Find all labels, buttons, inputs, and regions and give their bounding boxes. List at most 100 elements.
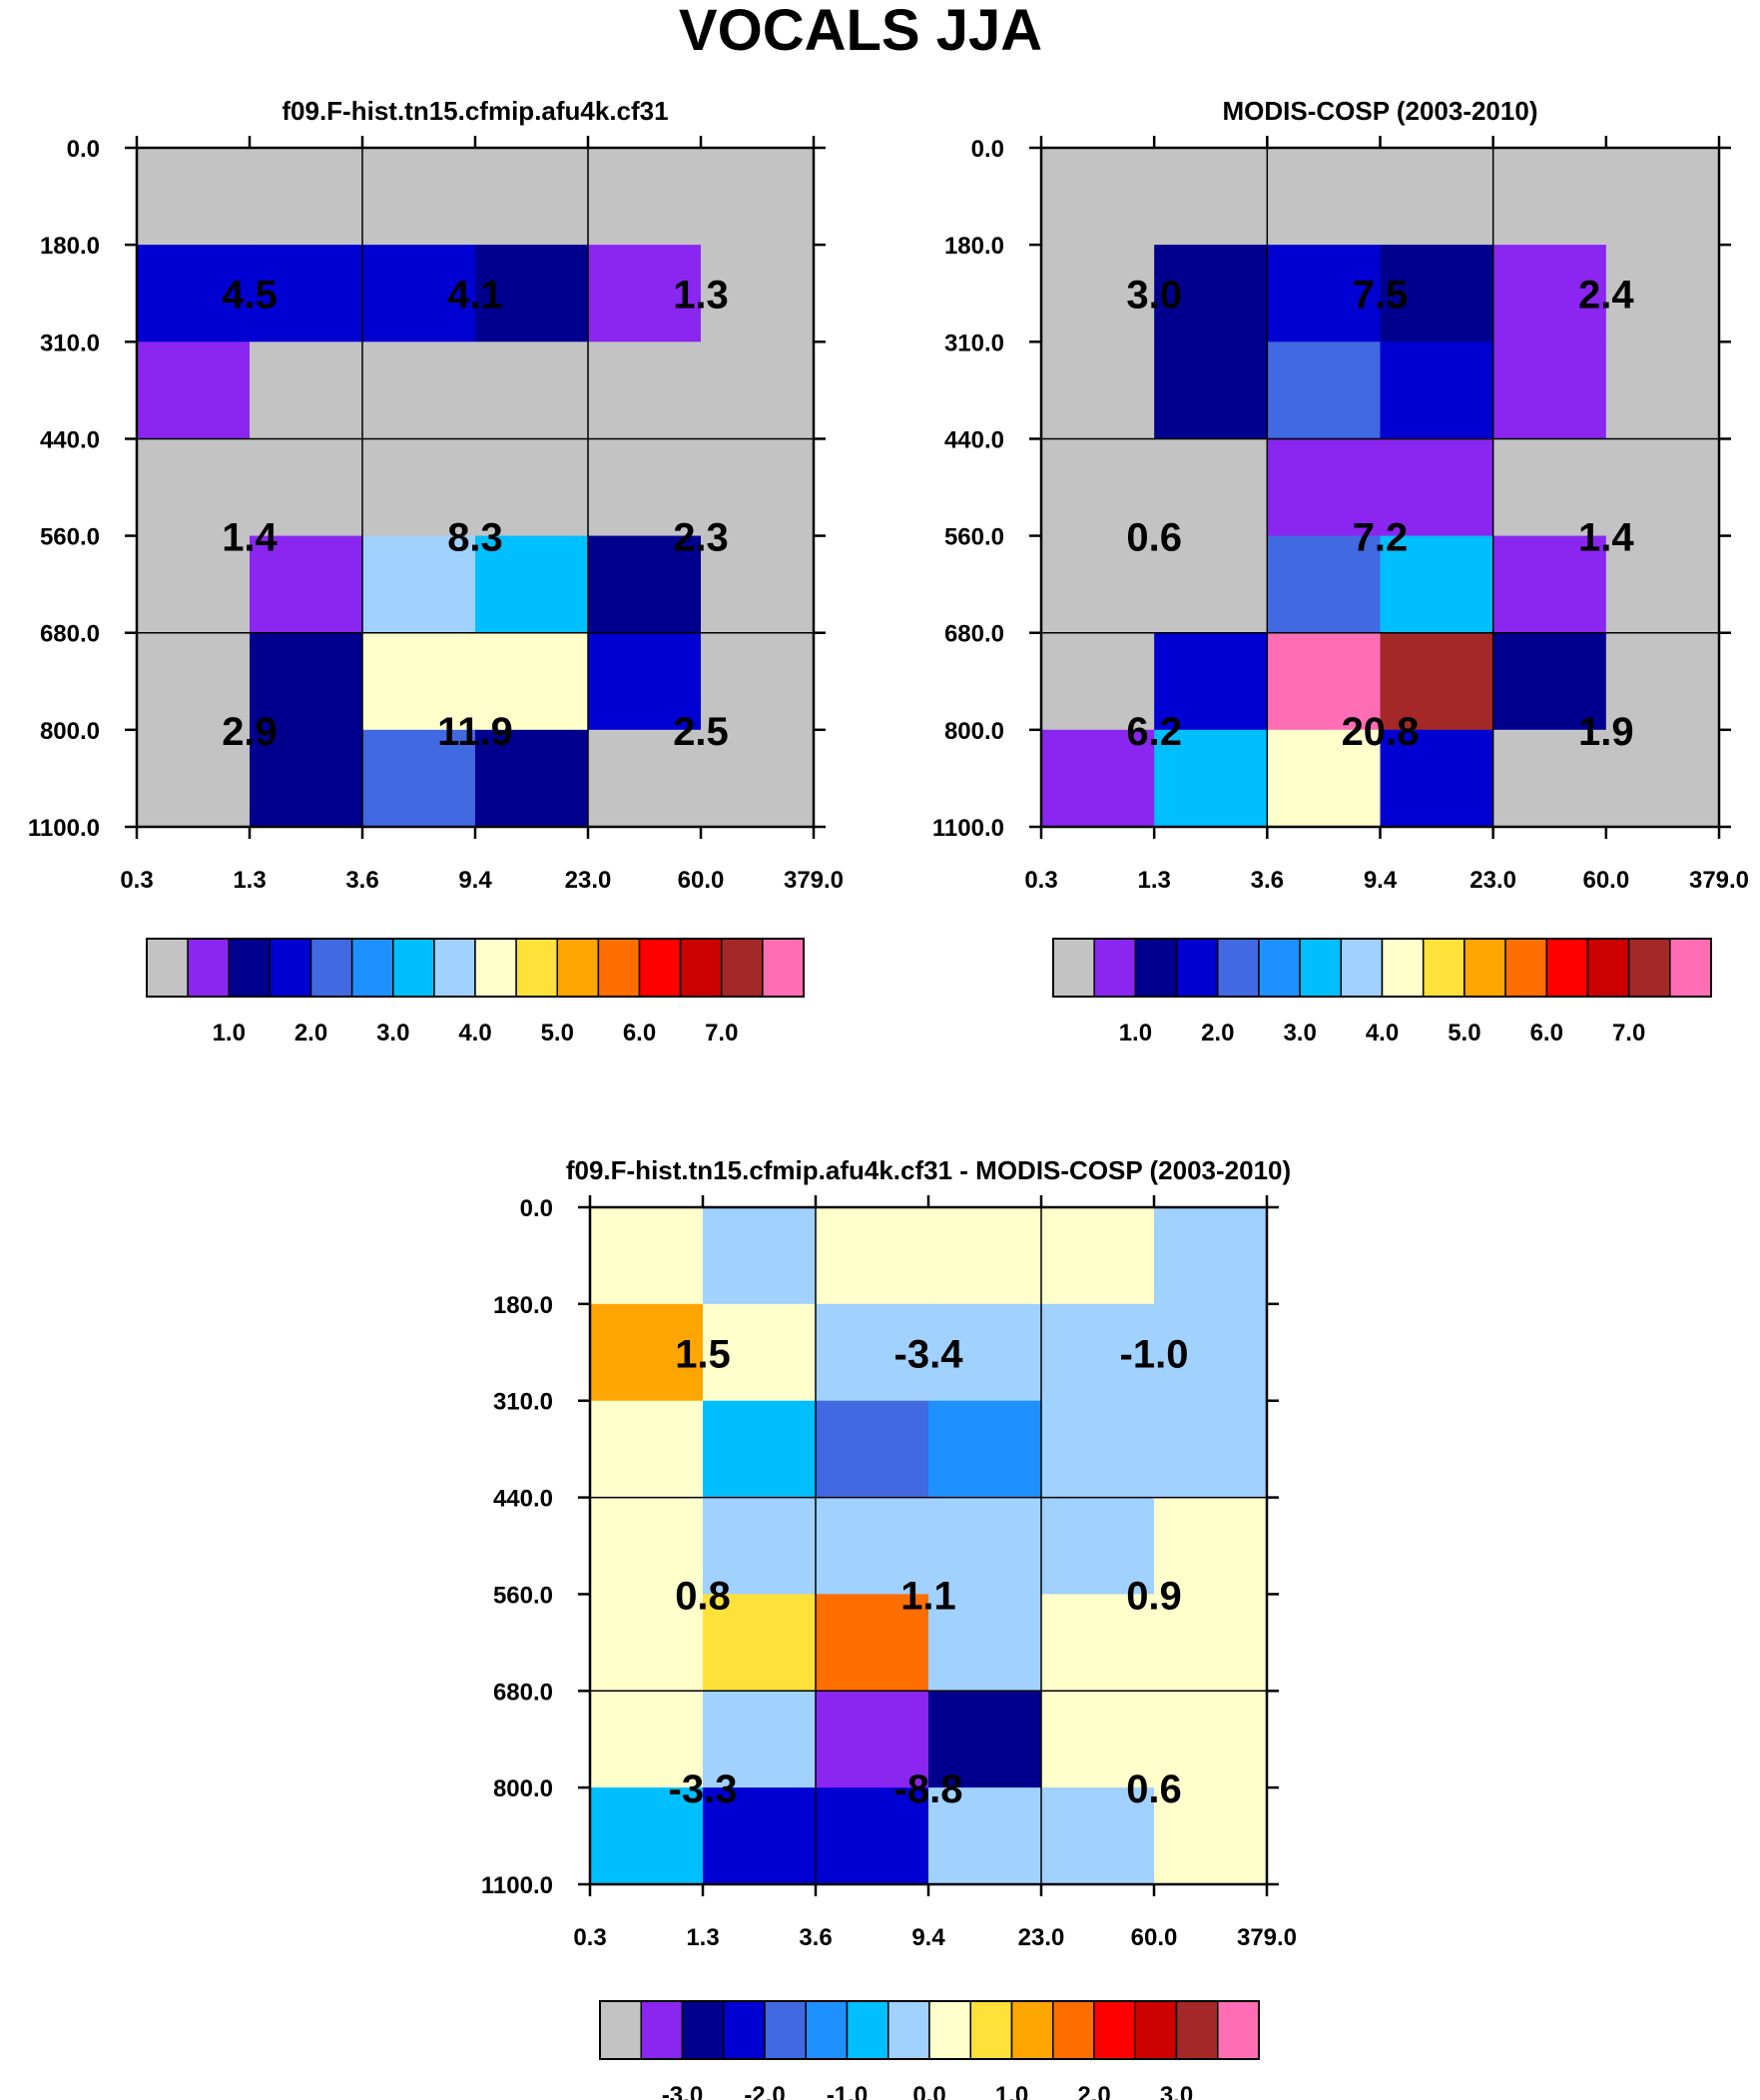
heat-cell	[1154, 535, 1268, 634]
colorbar-swatch	[433, 938, 476, 998]
cell-value-label: 1.1	[900, 1574, 956, 1618]
colorbar-swatch	[392, 938, 435, 998]
colorbar-swatch	[1175, 938, 1219, 998]
x-tick-label: 379.0	[784, 867, 844, 894]
y-tick-label: 310.0	[493, 1389, 553, 1416]
colorbar-tick-label: 3.0	[376, 1020, 409, 1047]
heat-cell	[588, 438, 702, 537]
heat-cell	[1492, 245, 1607, 343]
heat-cell	[1492, 438, 1607, 537]
colorbar-swatch	[309, 938, 353, 998]
heat-cell	[816, 1594, 929, 1692]
colorbar: -3.0 -2.0 -1.0 0.0 1.0 2.0 3.0	[599, 2000, 1260, 2100]
colorbar-tick-label: -3.0	[662, 2082, 703, 2100]
cell-value-label: 1.3	[673, 274, 729, 318]
x-tick-label: 9.4	[911, 1924, 945, 1951]
colorbar-swatch	[1545, 938, 1589, 998]
heat-cell	[250, 342, 363, 440]
colorbar-frame	[599, 2000, 1260, 2060]
colorbar-swatch	[1422, 938, 1466, 998]
colorbar-tick-label: 6.0	[1530, 1020, 1563, 1047]
heat-cell	[928, 1594, 1042, 1692]
cell-value-label: 2.4	[1578, 274, 1634, 318]
x-tick-label: 3.6	[1251, 867, 1284, 894]
heat-cell	[588, 148, 702, 246]
panel-3: 0.0 180.0 310.0 440.0 560.0 680.0 800.0 1100.0 0…	[481, 1155, 1297, 2100]
heat-cell	[1154, 342, 1268, 440]
y-tick-label: 440.0	[40, 426, 100, 453]
colorbar-swatch	[269, 938, 312, 998]
colorbar-swatch	[764, 2000, 807, 2060]
colorbar-swatch	[1340, 938, 1384, 998]
heat-cell	[701, 632, 815, 731]
colorbar-tick-label: 2.0	[294, 1020, 327, 1047]
cell-value-label: 0.8	[675, 1574, 731, 1618]
heat-cell	[1154, 1497, 1268, 1596]
colorbar-swatch	[1093, 938, 1137, 998]
cell-value-label: 2.5	[673, 710, 729, 754]
heat-cell	[475, 342, 589, 440]
colorbar-swatch	[762, 938, 805, 998]
heat-cell	[928, 1497, 1042, 1596]
heat-cell	[137, 535, 251, 634]
heat-cell	[588, 729, 702, 828]
y-tick-label: 800.0	[40, 718, 100, 745]
heat-cell	[362, 438, 476, 537]
y-tick-label: 800.0	[493, 1775, 553, 1802]
heat-cell	[1605, 245, 1720, 343]
x-tick-label: 23.0	[565, 867, 612, 894]
y-tick-label: 440.0	[493, 1486, 553, 1513]
heat-cell	[1041, 1303, 1155, 1402]
colorbar-swatch	[1258, 938, 1301, 998]
colorbar-swatch	[556, 938, 600, 998]
heat-cell	[1154, 1787, 1268, 1885]
x-tick-label: 60.0	[678, 867, 725, 894]
cell-value-label: 1.5	[675, 1332, 731, 1376]
colorbar-swatch	[1669, 938, 1712, 998]
x-tick-label: 1.3	[233, 867, 266, 894]
colorbar-tick-label: 2.0	[1201, 1020, 1234, 1047]
heat-cell	[475, 148, 589, 246]
y-tick-label: 560.0	[493, 1582, 553, 1609]
x-tick-label: 0.3	[1024, 867, 1057, 894]
cell-value-label: 4.5	[222, 274, 278, 318]
heat-cell	[1492, 342, 1607, 440]
heat-cell	[1154, 438, 1268, 537]
cell-value-label: 0.6	[1126, 1767, 1182, 1811]
colorbar-tick-label: 2.0	[1077, 2082, 1110, 2100]
colorbar-swatch	[721, 938, 764, 998]
heat-cell	[590, 1691, 704, 1788]
heat-cell	[362, 148, 476, 246]
heat-cell	[137, 438, 251, 537]
heat-cell	[475, 438, 589, 537]
heat-cell	[362, 632, 476, 731]
heat-cell	[1154, 632, 1268, 731]
heat-cell	[816, 1400, 929, 1499]
heat-cell	[362, 535, 476, 634]
y-tick-label: 1100.0	[932, 815, 1004, 842]
cell-value-label: -3.4	[894, 1332, 964, 1376]
heat-cell	[250, 535, 363, 634]
colorbar-swatch	[474, 938, 517, 998]
heat-cell	[1041, 729, 1155, 828]
colorbar-swatch	[1052, 938, 1095, 998]
heat-cell	[588, 342, 702, 440]
heat-cell	[928, 1303, 1042, 1402]
y-tick-label: 560.0	[40, 524, 100, 551]
heat-cell	[1154, 1691, 1268, 1788]
colorbar-swatch	[187, 938, 231, 998]
y-tick-label: 440.0	[944, 426, 1004, 453]
heat-cell	[703, 1787, 817, 1885]
cell-value-label: 0.6	[1126, 516, 1182, 560]
colorbar-tick-label: 6.0	[623, 1020, 656, 1047]
colorbar-swatch	[1381, 938, 1425, 998]
x-tick-label: 379.0	[1237, 1924, 1297, 1951]
heat-cell	[137, 148, 251, 246]
heat-cell	[1154, 245, 1268, 343]
x-tick-label: 3.6	[345, 867, 378, 894]
heat-cell	[1380, 342, 1494, 440]
x-tick-label: 3.6	[799, 1924, 832, 1951]
heat-cell	[928, 1691, 1042, 1788]
y-tick-label: 180.0	[944, 233, 1004, 260]
heat-cell	[1492, 632, 1607, 731]
